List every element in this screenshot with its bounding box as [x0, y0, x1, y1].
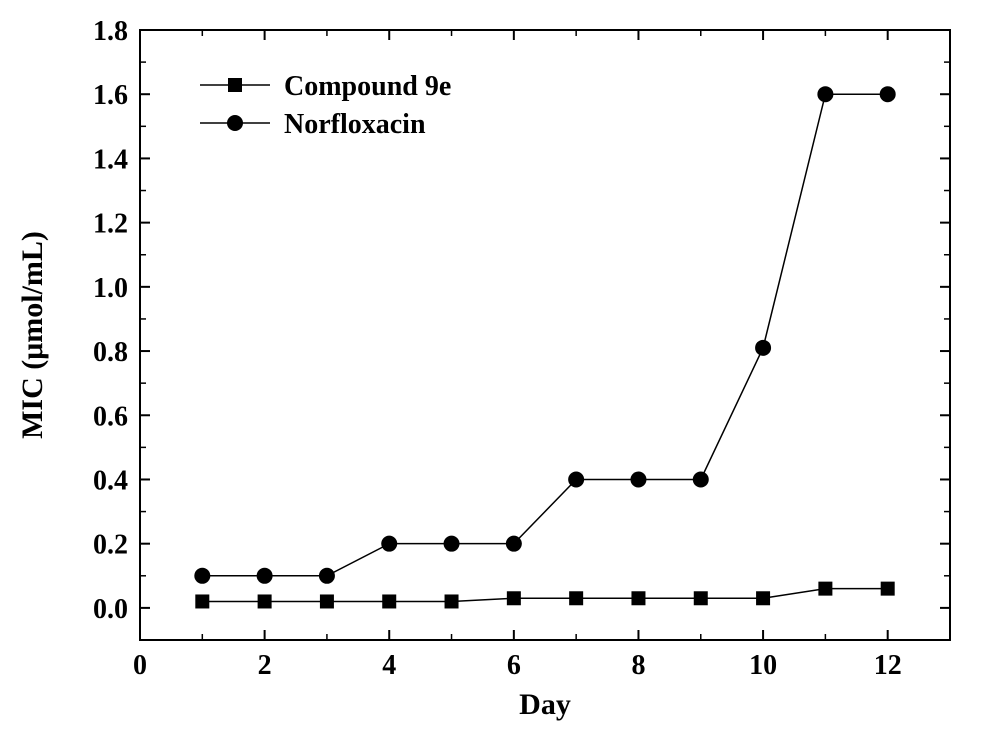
square-marker-icon — [569, 591, 583, 605]
legend-square-icon — [228, 78, 242, 92]
x-tick-label: 2 — [258, 650, 272, 681]
circle-marker-icon — [817, 86, 833, 102]
y-tick-label: 1.8 — [93, 16, 128, 47]
square-marker-icon — [320, 594, 334, 608]
circle-marker-icon — [880, 86, 896, 102]
circle-marker-icon — [506, 536, 522, 552]
x-tick-label: 8 — [631, 650, 645, 681]
y-tick-label: 1.6 — [93, 80, 128, 111]
legend-label: Norfloxacin — [284, 109, 426, 140]
mic-line-chart: 0 2 4 6 8 10 12 0.0 0.2 0.4 0.6 0.8 1.0 1.2 1.4 1.6 1.8 D… — [0, 0, 1000, 732]
y-tick-label: 0.8 — [93, 337, 128, 368]
y-axis-label: MIC (μmol/mL) — [16, 231, 49, 439]
circle-marker-icon — [630, 471, 646, 487]
square-marker-icon — [195, 594, 209, 608]
y-tick-label: 1.4 — [93, 144, 128, 175]
circle-marker-icon — [755, 340, 771, 356]
y-tick-label: 0.2 — [93, 530, 128, 561]
x-tick-label: 10 — [749, 650, 777, 681]
y-tick-label: 1.2 — [93, 209, 128, 240]
square-marker-icon — [818, 582, 832, 596]
chart-bg — [0, 0, 1000, 732]
square-marker-icon — [507, 591, 521, 605]
square-marker-icon — [881, 582, 895, 596]
y-tick-label: 1.0 — [93, 273, 128, 304]
circle-marker-icon — [444, 536, 460, 552]
circle-marker-icon — [194, 568, 210, 584]
x-tick-label: 12 — [874, 650, 902, 681]
y-tick-label: 0.4 — [93, 465, 128, 496]
circle-marker-icon — [568, 471, 584, 487]
legend-label: Compound 9e — [284, 71, 451, 102]
y-tick-label: 0.6 — [93, 401, 128, 432]
x-tick-label: 0 — [133, 650, 147, 681]
circle-marker-icon — [319, 568, 335, 584]
square-marker-icon — [694, 591, 708, 605]
y-tick-label: 0.0 — [93, 594, 128, 625]
circle-marker-icon — [381, 536, 397, 552]
square-marker-icon — [445, 594, 459, 608]
square-marker-icon — [258, 594, 272, 608]
circle-marker-icon — [257, 568, 273, 584]
x-tick-label: 6 — [507, 650, 521, 681]
x-axis-label: Day — [519, 688, 571, 721]
square-marker-icon — [382, 594, 396, 608]
chart-container: 0 2 4 6 8 10 12 0.0 0.2 0.4 0.6 0.8 1.0 1.2 1.4 1.6 1.8 D… — [0, 0, 1000, 732]
square-marker-icon — [756, 591, 770, 605]
circle-marker-icon — [693, 471, 709, 487]
x-tick-label: 4 — [382, 650, 396, 681]
square-marker-icon — [631, 591, 645, 605]
legend-circle-icon — [227, 115, 243, 131]
